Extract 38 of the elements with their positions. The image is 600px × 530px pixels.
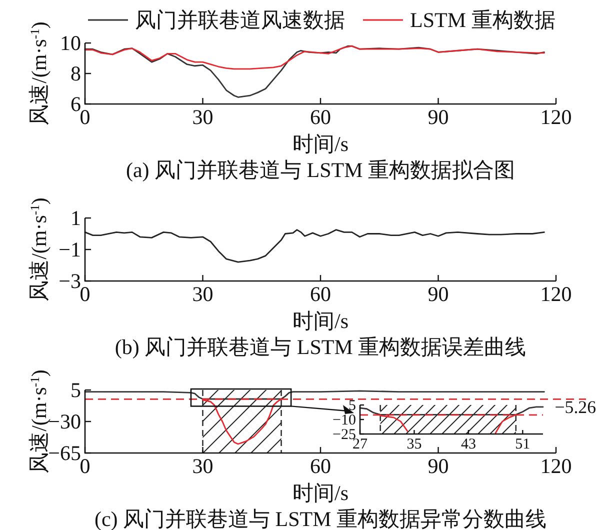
x-tick-label: 90 bbox=[428, 454, 449, 478]
x-axis-title: 时间/s bbox=[292, 481, 349, 505]
legend-label: LSTM 重构数据 bbox=[410, 8, 556, 32]
x-tick-label: 60 bbox=[310, 282, 331, 306]
y-tick-label: 5 bbox=[70, 378, 81, 402]
legend-label: 风门并联巷道风速数据 bbox=[135, 8, 345, 32]
y-tick-label: 6 bbox=[70, 92, 81, 116]
x-tick-label: 0 bbox=[80, 104, 90, 129]
y-tick-label: −25 bbox=[332, 426, 356, 443]
x-tick-label: 51 bbox=[515, 436, 530, 452]
x-tick-label: 30 bbox=[192, 454, 214, 478]
x-tick-label: 60 bbox=[310, 104, 331, 129]
y-tick-label: −3 bbox=[58, 268, 81, 293]
x-tick-label: 90 bbox=[428, 282, 449, 306]
x-tick-label: 60 bbox=[310, 454, 331, 478]
ref-line-label: −5.26 bbox=[554, 397, 596, 418]
x-tick-label: 43 bbox=[460, 436, 476, 452]
x-tick-label: 30 bbox=[192, 282, 214, 306]
y-tick-label: −10 bbox=[332, 412, 356, 428]
y-tick-label: −1 bbox=[58, 237, 81, 262]
x-tick-label: 35 bbox=[406, 436, 422, 452]
x-tick-label: 0 bbox=[80, 282, 90, 306]
x-tick-label: 120 bbox=[540, 454, 572, 478]
x-tick-label: 30 bbox=[192, 104, 214, 129]
y-tick-label: 10 bbox=[60, 30, 81, 55]
x-tick-label: 90 bbox=[428, 104, 449, 129]
y-tick-label: 5 bbox=[348, 398, 356, 414]
y-tick-label: 1 bbox=[70, 206, 81, 230]
y-tick-label: −30 bbox=[48, 409, 81, 434]
x-tick-label: 0 bbox=[80, 454, 90, 478]
text: (b) 风门并联巷道与 LSTM 重构数据误差曲线 bbox=[114, 335, 526, 359]
y-tick-label: −65 bbox=[48, 440, 81, 465]
x-axis-title: 时间/s bbox=[292, 132, 349, 156]
y-tick-label: 8 bbox=[70, 61, 81, 86]
text: (a) 风门并联巷道与 LSTM 重构数据拟合图 bbox=[126, 158, 516, 182]
x-tick-label: 120 bbox=[540, 282, 572, 306]
x-tick-label: 120 bbox=[540, 104, 572, 129]
x-axis-title: 时间/s bbox=[292, 309, 349, 333]
